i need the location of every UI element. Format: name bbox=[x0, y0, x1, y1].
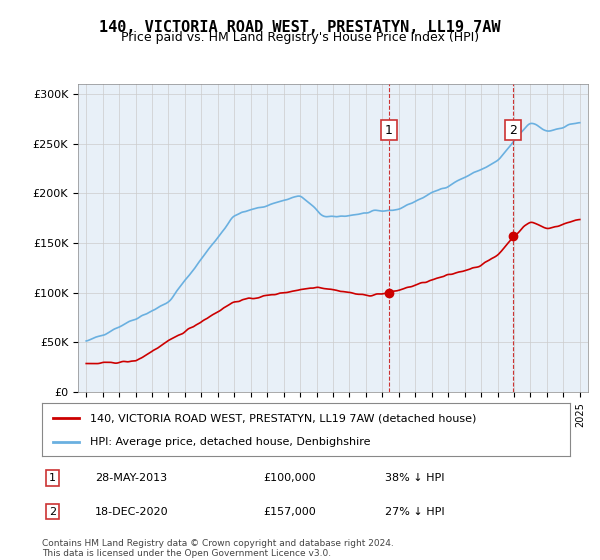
Text: 28-MAY-2013: 28-MAY-2013 bbox=[95, 473, 167, 483]
Text: 27% ↓ HPI: 27% ↓ HPI bbox=[385, 507, 445, 517]
Text: This data is licensed under the Open Government Licence v3.0.: This data is licensed under the Open Gov… bbox=[42, 549, 331, 558]
Text: HPI: Average price, detached house, Denbighshire: HPI: Average price, detached house, Denb… bbox=[89, 436, 370, 446]
Text: 18-DEC-2020: 18-DEC-2020 bbox=[95, 507, 169, 517]
Text: Price paid vs. HM Land Registry's House Price Index (HPI): Price paid vs. HM Land Registry's House … bbox=[121, 31, 479, 44]
Text: Contains HM Land Registry data © Crown copyright and database right 2024.: Contains HM Land Registry data © Crown c… bbox=[42, 539, 394, 548]
Text: 38% ↓ HPI: 38% ↓ HPI bbox=[385, 473, 445, 483]
Text: 1: 1 bbox=[49, 473, 56, 483]
Text: £100,000: £100,000 bbox=[264, 473, 316, 483]
Text: 140, VICTORIA ROAD WEST, PRESTATYN, LL19 7AW: 140, VICTORIA ROAD WEST, PRESTATYN, LL19… bbox=[99, 20, 501, 35]
Text: 1: 1 bbox=[385, 124, 393, 137]
Text: 2: 2 bbox=[509, 124, 517, 137]
Text: 2: 2 bbox=[49, 507, 56, 517]
Text: £157,000: £157,000 bbox=[264, 507, 317, 517]
Text: 140, VICTORIA ROAD WEST, PRESTATYN, LL19 7AW (detached house): 140, VICTORIA ROAD WEST, PRESTATYN, LL19… bbox=[89, 413, 476, 423]
